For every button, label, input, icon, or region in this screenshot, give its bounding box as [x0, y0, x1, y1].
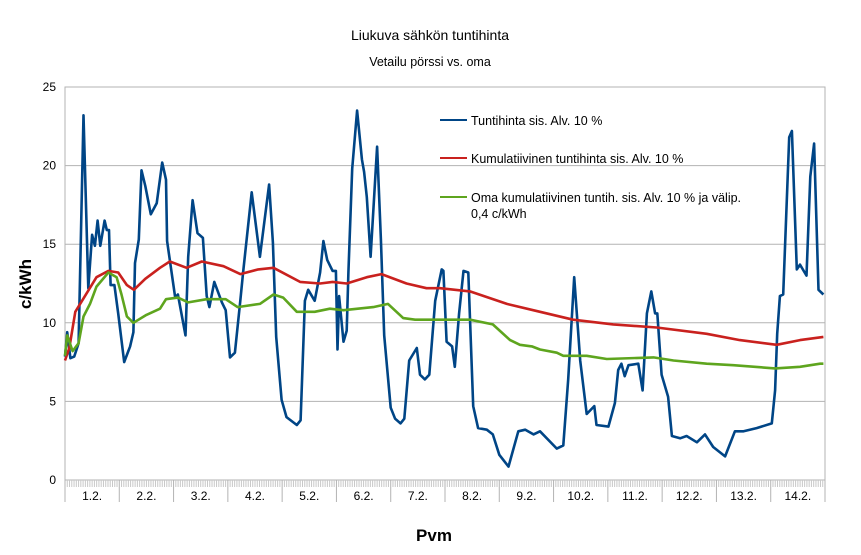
x-tick-label: 10.2. — [567, 489, 594, 503]
x-axis: 1.2. 2.2. 3.2. 4.2. 5.2. 6.2. 7.2. 8.2. 9.2. 10.2… — [64, 480, 826, 503]
chart-subtitle: Vetailu pörssi vs. oma — [369, 55, 491, 69]
legend-label-oma: Oma kumulatiivinen tuntih. sis. Alv. 10 … — [471, 191, 741, 205]
y-axis: 0 5 10 15 20 25 — [43, 80, 66, 487]
x-tick-label: 14.2. — [785, 489, 812, 503]
y-tick-label: 5 — [49, 394, 56, 408]
legend-label-tuntihinta: Tuntihinta sis. Alv. 10 % — [471, 114, 602, 128]
x-tick-label: 11.2. — [622, 489, 648, 503]
x-tick-label: 7.2. — [408, 489, 428, 503]
series-line-oma-kumulatiivinen — [63, 271, 824, 370]
x-tick-label: 5.2. — [299, 489, 319, 503]
series-line-kumulatiivinen — [63, 260, 824, 361]
legend-label-oma-line2: 0,4 c/kWh — [471, 207, 527, 221]
legend-label-kumulatiivinen: Kumulatiivinen tuntihinta sis. Alv. 10 % — [471, 152, 683, 166]
x-tick-label: 1.2. — [82, 489, 102, 503]
y-tick-label: 25 — [43, 80, 57, 94]
x-axis-label: Pvm — [416, 526, 452, 545]
series-lines — [63, 109, 825, 468]
x-tick-label: 6.2. — [354, 489, 374, 503]
y-tick-label: 0 — [49, 473, 56, 487]
x-tick-label: 12.2. — [676, 489, 703, 503]
legend: Tuntihinta sis. Alv. 10 % Kumulatiivinen… — [440, 114, 741, 221]
x-tick-label: 8.2. — [462, 489, 482, 503]
y-axis-label: c/kWh — [16, 259, 35, 309]
x-tick-label: 9.2. — [516, 489, 536, 503]
y-tick-label: 20 — [43, 159, 57, 173]
series-line-tuntihinta — [63, 109, 825, 468]
chart-title: Liukuva sähkön tuntihinta — [351, 27, 509, 43]
x-tick-label: 4.2. — [245, 489, 265, 503]
y-tick-label: 15 — [43, 237, 57, 251]
x-tick-label: 2.2. — [136, 489, 156, 503]
y-tick-label: 10 — [43, 316, 57, 330]
x-tick-label: 3.2. — [191, 489, 211, 503]
x-tick-label: 13.2. — [730, 489, 757, 503]
